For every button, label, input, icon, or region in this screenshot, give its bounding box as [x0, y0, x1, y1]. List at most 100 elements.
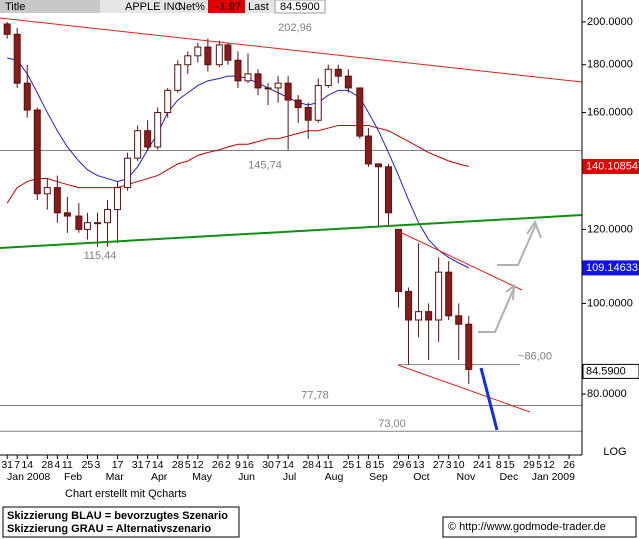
x-tick-label: 27 [433, 459, 445, 471]
x-tick-label: 26 [212, 459, 224, 471]
candle-body [23, 82, 31, 111]
x-tick-label: 1 [355, 459, 361, 471]
x-tick-label: 9 [235, 459, 241, 471]
month-label: Dec [500, 471, 519, 483]
candle-body [264, 87, 272, 90]
header-label: Title [5, 1, 25, 13]
channel-line [399, 231, 523, 291]
y-tick-label: 200.0000 [587, 16, 633, 28]
month-label: Jul [283, 471, 296, 483]
candle-body [344, 75, 352, 89]
x-tick-label: 4 [54, 459, 60, 471]
trend-line [0, 17, 583, 83]
x-tick-label: 26 [563, 459, 575, 471]
candle-body [53, 187, 61, 214]
x-tick-label: 10 [453, 459, 465, 471]
price-tag-label: 84.5900 [586, 365, 626, 377]
channel-line [397, 364, 531, 413]
x-tick-label: 3 [446, 459, 452, 471]
candle-body [334, 68, 342, 77]
x-tick-label: 14 [21, 459, 33, 471]
x-tick-label: 31 [132, 459, 144, 471]
scale-label: LOG [603, 446, 626, 458]
scenario-grey [478, 287, 515, 333]
candle-body [374, 163, 382, 168]
level-label: 202,96 [278, 22, 312, 34]
header-cell [208, 0, 245, 13]
candle-body [274, 82, 282, 89]
x-tick-label: 1 [486, 459, 492, 471]
legend-box [2, 506, 240, 538]
level-label: 77,78 [301, 389, 329, 401]
source: © http://www.godmode-trader.de [448, 521, 606, 533]
candle-body [13, 33, 21, 84]
candle-body [234, 59, 242, 82]
candle-body [324, 68, 332, 87]
candle-body [415, 311, 423, 321]
month-label: Jun [238, 471, 255, 483]
price-tag [582, 260, 639, 276]
x-tick-label: 17 [112, 459, 124, 471]
scenario-grey-arrowhead [505, 283, 516, 301]
trend-line [0, 214, 583, 249]
x-tick-label: 16 [242, 459, 254, 471]
header-label: Net% [178, 1, 205, 13]
legend-text: Skizzierung BLAU = bevorzugtes Szenario [7, 510, 228, 522]
x-tick-label: 11 [62, 459, 73, 471]
candle-body [124, 157, 132, 189]
candle-body [134, 130, 142, 159]
candle-body [194, 46, 202, 57]
y-tick-label: 180.0000 [587, 59, 633, 71]
y-tick-label: 160.0000 [587, 106, 633, 118]
header-net: -1.97 [216, 1, 241, 13]
candle-body [63, 212, 71, 217]
x-tick-label: 13 [413, 459, 425, 471]
month-label: Jan 2008 [7, 471, 50, 483]
header-cell [0, 0, 100, 13]
candle-body [164, 89, 172, 114]
x-tick-label: 8 [496, 459, 502, 471]
x-tick-label: 14 [282, 459, 294, 471]
x-tick-label: 12 [543, 459, 555, 471]
x-tick-label: 2 [225, 459, 231, 471]
candle-body [3, 23, 11, 35]
candle-body [284, 82, 292, 101]
y-tick-label: 80.0000 [587, 388, 627, 400]
x-tick-label: 24 [473, 459, 485, 471]
candle-body [75, 215, 83, 230]
x-tick-label: 30 [262, 459, 274, 471]
month-label: Mar [106, 471, 125, 483]
candle-body [154, 112, 162, 148]
scenario-grey-arrowhead [526, 219, 542, 239]
month-label: Feb [64, 471, 82, 483]
candle-body [174, 64, 182, 91]
scenario-blue [479, 367, 499, 431]
candle-body [33, 109, 41, 195]
candle-body [104, 209, 112, 224]
header-cell [100, 0, 175, 13]
x-tick-label: 7 [14, 459, 20, 471]
candle-body [43, 187, 51, 195]
candle-body [455, 315, 463, 325]
source-box [442, 516, 637, 538]
scenario-grey [497, 223, 537, 266]
candle-body [224, 44, 232, 61]
candle-body [425, 311, 433, 321]
month-label: Oct [413, 471, 429, 483]
candle-body [215, 44, 223, 66]
candle-body [254, 73, 262, 89]
x-tick-label: 7 [275, 459, 281, 471]
x-tick-label: 15 [373, 459, 385, 471]
level-label: ~86,00 [518, 351, 552, 363]
header-cell [175, 0, 208, 13]
candle-body [465, 323, 473, 370]
candle-body [356, 87, 364, 137]
candle-body [244, 73, 252, 82]
x-tick-label: 25 [342, 459, 354, 471]
candle-body [445, 271, 453, 317]
legend-text: Skizzierung GRAU = Alternativszenario [7, 523, 211, 535]
x-tick-label: 6 [406, 459, 412, 471]
x-tick-label: 5 [536, 459, 542, 471]
candle-body [304, 107, 312, 121]
x-tick-label: 7 [145, 459, 151, 471]
